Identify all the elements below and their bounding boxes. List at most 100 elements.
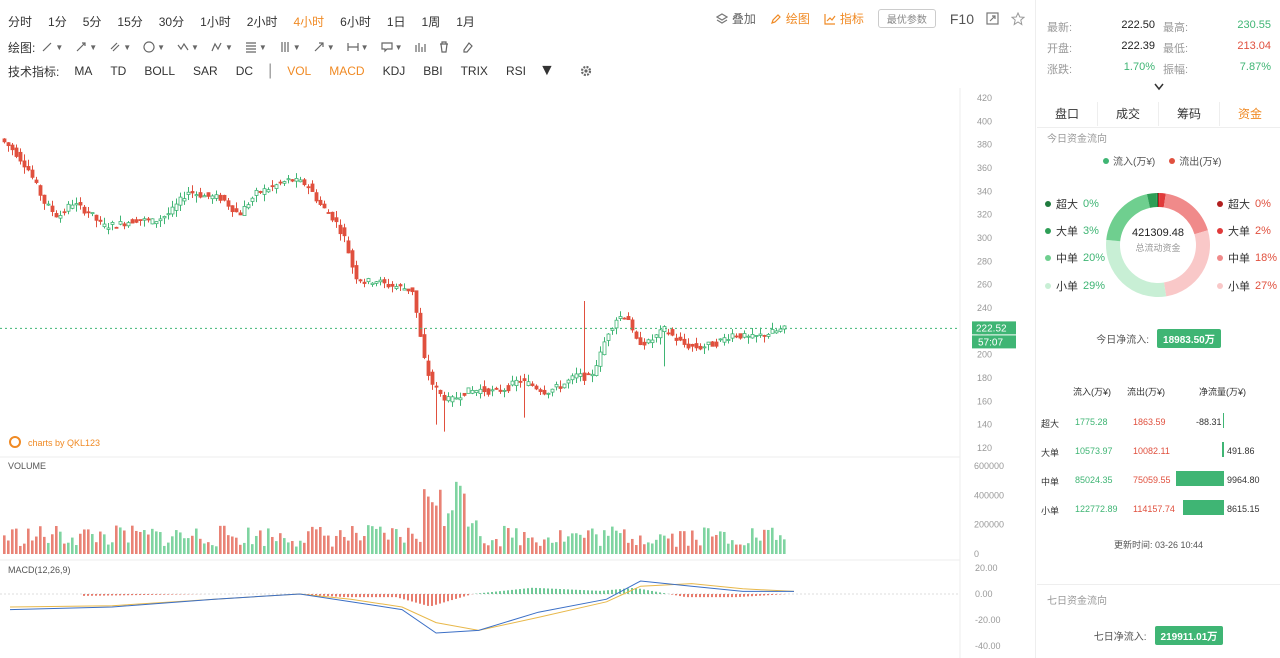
dot-icon <box>1217 255 1223 261</box>
tab-0[interactable]: 盘口 <box>1037 102 1098 126</box>
timeframe-1[interactable]: 1分 <box>48 14 67 29</box>
quote-row: 开盘: 222.39 最低: 213.04 <box>1047 37 1271 58</box>
draw-button[interactable]: 绘图 <box>770 10 810 27</box>
f10-button[interactable]: F10 <box>949 10 974 27</box>
candle-body <box>454 397 459 400</box>
zigzag-tool-button[interactable]: ▼ <box>177 41 199 53</box>
price-tick: 180 <box>977 373 992 383</box>
fullscreen-icon[interactable] <box>986 12 999 25</box>
tab-1[interactable]: 成交 <box>1098 102 1159 126</box>
indicator-vol[interactable]: VOL <box>287 64 312 78</box>
indicator-rsi[interactable]: RSI <box>505 64 526 78</box>
volume-bar <box>671 533 674 554</box>
candle-body <box>766 334 771 337</box>
indicator-kdj[interactable]: KDJ <box>382 64 406 78</box>
volume-bar <box>619 533 622 554</box>
expand-chevron-icon[interactable] <box>1153 82 1165 92</box>
timeframe-9[interactable]: 1日 <box>386 14 406 29</box>
line-tool-icon <box>42 42 52 52</box>
flow-table-row: 中单 85024.35 75059.55 9964.80 <box>1037 471 1280 495</box>
indicator-macd[interactable]: MACD <box>329 64 365 78</box>
flow-row-label: 小单 <box>1041 506 1060 516</box>
volume-bar <box>743 545 746 554</box>
candle-body <box>390 283 395 287</box>
quote-cell: 振幅: 7.87% <box>1163 61 1271 77</box>
timeframe-4[interactable]: 30分 <box>158 14 185 29</box>
timeframe-7[interactable]: 4小时 <box>293 14 325 29</box>
candlestick-chart[interactable]: 4204003803603403203002802602402202001801… <box>0 88 1036 658</box>
line-tool-button[interactable]: ▼ <box>41 41 63 53</box>
best-params-button[interactable]: 最优参数 <box>877 9 936 28</box>
candle-body <box>6 142 11 147</box>
indicator-boll[interactable]: BOLL <box>144 64 176 78</box>
timeframe-6[interactable]: 2小时 <box>246 14 278 29</box>
volume-tick: 400000 <box>974 490 1004 500</box>
countdown-text: 57:07 <box>978 337 1003 348</box>
volume-bar <box>623 529 626 554</box>
volume-bar <box>615 530 618 554</box>
parallel-tool-button[interactable]: ▼ <box>279 41 301 53</box>
candle-body <box>554 384 559 388</box>
candle-body <box>290 179 295 182</box>
timeframe-5[interactable]: 1小时 <box>200 14 231 29</box>
candle-body <box>170 206 175 215</box>
star-icon[interactable] <box>1011 11 1025 26</box>
indicator-dc[interactable]: DC <box>235 64 254 78</box>
timeframe-8[interactable]: 6小时 <box>340 14 371 29</box>
price-tick: 280 <box>977 256 992 266</box>
ray-tool-icon <box>76 42 86 52</box>
trash-button[interactable] <box>438 41 450 53</box>
timeframe-3[interactable]: 15分 <box>117 14 143 29</box>
macd-tick: -20.00 <box>975 615 1001 625</box>
timeframe-0[interactable]: 分时 <box>8 14 33 29</box>
candle-body <box>358 279 363 282</box>
volume-bar <box>519 545 522 554</box>
chevron-down-icon: ▼ <box>123 42 132 52</box>
arrow-tool-button[interactable]: ▼ <box>313 41 335 53</box>
candle-body <box>598 351 603 367</box>
pattern-tool-button[interactable]: ▼ <box>211 41 233 53</box>
indicator-td[interactable]: TD <box>110 64 127 78</box>
candle-body <box>650 339 655 344</box>
circle-tool-button[interactable]: ▼ <box>143 41 165 53</box>
volume-bar <box>571 533 574 554</box>
volume-bar <box>579 534 582 554</box>
divider: | <box>268 62 273 79</box>
candle-body <box>482 386 487 393</box>
timeframe-11[interactable]: 1月 <box>456 14 475 29</box>
timeframe-10[interactable]: 1周 <box>421 14 441 29</box>
volume-bar <box>211 545 214 554</box>
volume-bar <box>543 539 546 554</box>
candle-body <box>238 212 243 216</box>
bars-button[interactable] <box>414 41 427 53</box>
eraser-button[interactable] <box>462 41 474 53</box>
range-tool-button[interactable]: ▼ <box>347 41 369 53</box>
tab-3[interactable]: 资金 <box>1237 107 1262 121</box>
tab-2[interactable]: 筹码 <box>1159 102 1220 126</box>
candle-body <box>674 337 679 341</box>
indicator-button[interactable]: 指标 <box>824 10 864 27</box>
price-tick: 160 <box>977 396 992 406</box>
flow-row-label: 中单 <box>1041 477 1060 487</box>
net-flow-bar <box>1221 442 1224 457</box>
volume-bar <box>7 540 10 554</box>
channel-tool-button[interactable]: ▼ <box>109 41 131 53</box>
timeframe-bar: 分时 1分 5分 15分 30分 1小时 2小时 4小时 6小时 1日 1周 1月 <box>0 12 483 30</box>
price-tick: 140 <box>977 420 992 430</box>
ray-tool-button[interactable]: ▼ <box>75 41 97 53</box>
chevron-down-icon[interactable]: ▼ <box>538 62 555 79</box>
timeframe-2[interactable]: 5分 <box>82 14 102 29</box>
candle-body <box>22 160 27 168</box>
indicator-trix[interactable]: TRIX <box>460 64 488 78</box>
gear-icon[interactable] <box>579 64 593 78</box>
volume-bar <box>707 528 710 554</box>
indicator-bbi[interactable]: BBI <box>423 64 443 78</box>
volume-bar <box>123 530 126 554</box>
note-tool-button[interactable]: ▼ <box>380 41 402 53</box>
volume-bar <box>179 532 182 554</box>
overlay-button[interactable]: 叠加 <box>715 10 756 27</box>
current-price-tag <box>972 321 1016 335</box>
fib-tool-button[interactable]: ▼ <box>245 41 267 53</box>
indicator-ma[interactable]: MA <box>74 64 93 78</box>
indicator-sar[interactable]: SAR <box>193 64 218 78</box>
